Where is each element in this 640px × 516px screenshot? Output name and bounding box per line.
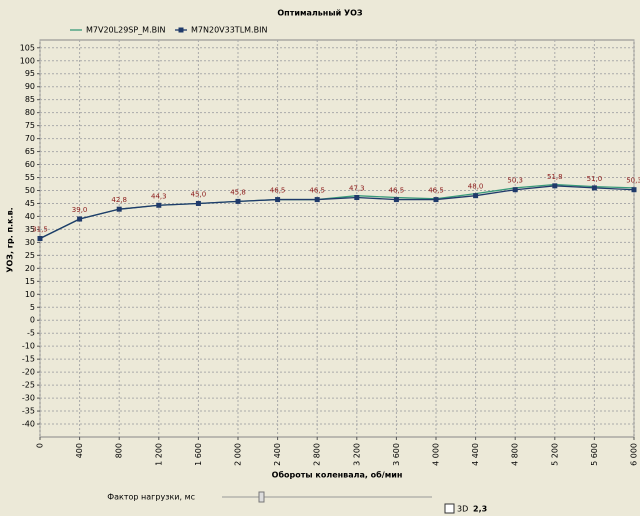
value-display: 2,3 — [473, 505, 487, 514]
data-label: 48,0 — [468, 183, 484, 191]
y-tick-label: -30 — [22, 394, 35, 403]
x-tick-label: 5 200 — [550, 443, 559, 466]
y-tick-label: 5 — [30, 303, 35, 312]
y-tick-label: -10 — [22, 342, 35, 351]
x-tick-label: 2 400 — [273, 443, 282, 466]
x-tick-label: 6 000 — [630, 443, 639, 466]
data-label: 46,5 — [389, 187, 405, 195]
point-marker — [631, 187, 637, 193]
data-label: 44,3 — [151, 192, 167, 200]
y-tick-label: 105 — [20, 43, 35, 52]
x-tick-label: 1 600 — [194, 443, 203, 466]
point-marker — [275, 197, 281, 203]
slider-thumb[interactable] — [258, 491, 265, 503]
y-tick-label: -15 — [22, 355, 35, 364]
point-marker — [314, 197, 320, 203]
y-tick-label: 30 — [25, 238, 35, 247]
y-axis-title: УОЗ, гр. п.к.в. — [6, 207, 15, 272]
y-tick-label: -25 — [22, 381, 35, 390]
point-marker — [591, 185, 597, 191]
point-marker — [433, 197, 439, 203]
y-tick-label: 35 — [25, 225, 35, 234]
x-tick-label: 3 200 — [352, 443, 361, 466]
y-tick-label: 80 — [25, 108, 35, 117]
y-tick-label: 50 — [25, 186, 35, 195]
chart-title: Оптимальный УОЗ — [277, 9, 363, 18]
data-label: 46,5 — [309, 187, 325, 195]
point-marker — [473, 193, 479, 199]
x-tick-label: 3 600 — [392, 443, 401, 466]
point-marker — [552, 183, 558, 189]
point-marker — [235, 198, 241, 204]
point-marker — [354, 195, 360, 201]
data-label: 46,5 — [428, 187, 444, 195]
x-tick-label: 2 000 — [234, 443, 243, 466]
y-tick-label: -35 — [22, 407, 35, 416]
x-tick-label: 4 000 — [432, 443, 441, 466]
y-tick-label: -40 — [22, 420, 35, 429]
x-tick-label: 0 — [36, 443, 45, 448]
series-line — [39, 185, 635, 240]
x-tick-label: 5 600 — [590, 443, 599, 466]
y-tick-label: 70 — [25, 134, 35, 143]
y-tick-label: 100 — [20, 56, 35, 65]
legend-marker — [178, 27, 184, 33]
x-axis-title: Обороты коленвала, об/мин — [272, 470, 403, 480]
y-tick-label: 15 — [25, 277, 35, 286]
y-tick-label: 85 — [25, 95, 35, 104]
y-tick-label: 65 — [25, 147, 35, 156]
data-label: 47,3 — [349, 185, 365, 193]
y-tick-label: 75 — [25, 121, 35, 130]
checkbox[interactable] — [444, 503, 455, 514]
y-tick-label: 95 — [25, 69, 35, 78]
data-label: 50,3 — [626, 177, 640, 185]
data-label: 31,5 — [32, 226, 48, 234]
x-tick-label: 2 800 — [313, 443, 322, 466]
point-marker — [37, 236, 43, 241]
x-tick-label: 4 800 — [511, 443, 520, 466]
x-tick-label: 400 — [75, 443, 84, 458]
checkbox-label[interactable]: 3D — [457, 505, 468, 514]
y-tick-label: 60 — [25, 160, 35, 169]
data-label: 51,8 — [547, 173, 563, 181]
data-label: 45,8 — [230, 188, 246, 196]
point-marker — [512, 187, 518, 193]
y-tick-label: 90 — [25, 82, 35, 91]
y-tick-label: -5 — [27, 329, 35, 338]
data-label: 46,5 — [270, 187, 286, 195]
y-tick-label: 25 — [25, 251, 35, 260]
y-tick-label: 55 — [25, 173, 35, 182]
point-marker — [195, 200, 201, 206]
x-tick-label: 800 — [115, 443, 124, 458]
y-tick-label: 0 — [30, 316, 35, 325]
y-tick-label: 45 — [25, 199, 35, 208]
data-label: 50,3 — [507, 177, 523, 185]
point-marker — [77, 216, 83, 222]
x-tick-label: 1 200 — [154, 443, 163, 466]
y-tick-label: -20 — [22, 368, 35, 377]
legend-label: M7N20V33TLM.BIN — [191, 26, 267, 35]
data-label: 39,0 — [72, 206, 88, 214]
data-label: 45,0 — [191, 190, 207, 198]
data-label: 51,0 — [587, 175, 603, 183]
point-marker — [116, 206, 122, 212]
plot-area — [39, 39, 635, 438]
point-marker — [156, 202, 162, 208]
slider-label: Фактор нагрузки, мс — [107, 493, 195, 502]
y-tick-label: 20 — [25, 264, 35, 273]
y-tick-label: 10 — [25, 290, 35, 299]
y-tick-label: 40 — [25, 212, 35, 221]
data-label: 42,8 — [111, 196, 127, 204]
legend-label: M7V20L29SP_M.BIN — [86, 26, 165, 35]
point-marker — [393, 197, 399, 203]
x-tick-label: 4 400 — [471, 443, 480, 466]
